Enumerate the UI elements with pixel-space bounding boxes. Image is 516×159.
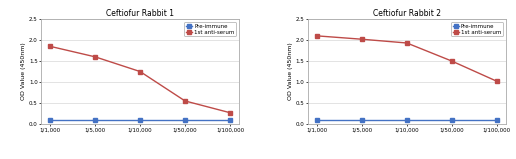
1st anti-serum: [47, 45, 53, 47]
Legend: Pre-immune, 1st anti-serum: Pre-immune, 1st anti-serum: [184, 22, 236, 36]
Pre-immune: [227, 119, 233, 121]
1st anti-serum: [449, 60, 455, 62]
Y-axis label: OD Value (450nm): OD Value (450nm): [21, 43, 26, 100]
Title: Ceftiofur Rabbit 1: Ceftiofur Rabbit 1: [106, 9, 174, 18]
1st anti-serum: [359, 38, 365, 40]
Line: 1st anti-serum: 1st anti-serum: [315, 34, 498, 83]
1st anti-serum: [92, 56, 98, 58]
Y-axis label: OD Value (450nm): OD Value (450nm): [288, 43, 293, 100]
Line: 1st anti-serum: 1st anti-serum: [49, 45, 232, 114]
Pre-immune: [359, 119, 365, 121]
Pre-immune: [47, 119, 53, 121]
Pre-immune: [182, 119, 188, 121]
1st anti-serum: [314, 35, 320, 37]
Pre-immune: [404, 119, 410, 121]
1st anti-serum: [182, 100, 188, 102]
Pre-immune: [137, 119, 143, 121]
1st anti-serum: [404, 42, 410, 44]
1st anti-serum: [227, 112, 233, 114]
1st anti-serum: [494, 80, 500, 82]
Pre-immune: [494, 119, 500, 121]
Line: Pre-immune: Pre-immune: [315, 118, 498, 122]
1st anti-serum: [137, 71, 143, 73]
Pre-immune: [92, 119, 98, 121]
Line: Pre-immune: Pre-immune: [49, 118, 232, 122]
Pre-immune: [314, 119, 320, 121]
Legend: Pre-immune, 1st anti-serum: Pre-immune, 1st anti-serum: [451, 22, 503, 36]
Pre-immune: [449, 119, 455, 121]
Title: Ceftiofur Rabbit 2: Ceftiofur Rabbit 2: [373, 9, 441, 18]
